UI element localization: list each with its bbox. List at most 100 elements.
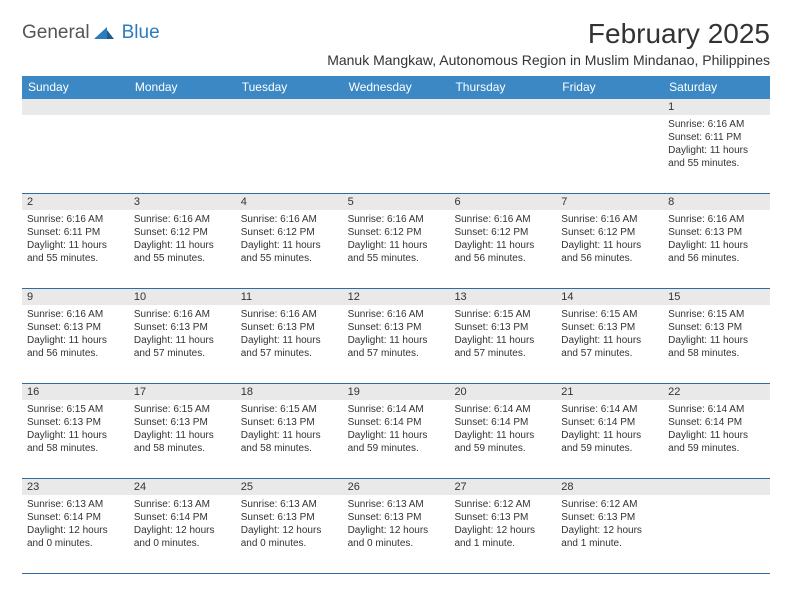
day-number: 21 xyxy=(556,384,663,400)
logo-text-blue: Blue xyxy=(122,22,160,44)
day-cell: Sunrise: 6:16 AMSunset: 6:13 PMDaylight:… xyxy=(236,305,343,383)
day-info-text: Sunrise: 6:16 AMSunset: 6:13 PMDaylight:… xyxy=(241,308,338,360)
day-header-sunday: Sunday xyxy=(22,76,129,99)
day-info-text: Sunrise: 6:15 AMSunset: 6:13 PMDaylight:… xyxy=(241,403,338,455)
day-number xyxy=(343,99,450,115)
day-cell: Sunrise: 6:15 AMSunset: 6:13 PMDaylight:… xyxy=(449,305,556,383)
week-row: Sunrise: 6:13 AMSunset: 6:14 PMDaylight:… xyxy=(22,495,770,574)
day-number: 1 xyxy=(663,99,770,115)
day-number-row: 2345678 xyxy=(22,194,770,210)
day-header-saturday: Saturday xyxy=(663,76,770,99)
day-info-text: Sunrise: 6:16 AMSunset: 6:12 PMDaylight:… xyxy=(348,213,445,265)
day-info-text: Sunrise: 6:16 AMSunset: 6:11 PMDaylight:… xyxy=(27,213,124,265)
day-number: 13 xyxy=(449,289,556,305)
day-cell: Sunrise: 6:16 AMSunset: 6:13 PMDaylight:… xyxy=(22,305,129,383)
day-info-text: Sunrise: 6:13 AMSunset: 6:13 PMDaylight:… xyxy=(348,498,445,550)
day-cell: Sunrise: 6:16 AMSunset: 6:12 PMDaylight:… xyxy=(449,210,556,288)
day-cell xyxy=(236,115,343,193)
day-number: 3 xyxy=(129,194,236,210)
day-info-text: Sunrise: 6:16 AMSunset: 6:12 PMDaylight:… xyxy=(241,213,338,265)
day-cell: Sunrise: 6:15 AMSunset: 6:13 PMDaylight:… xyxy=(22,400,129,478)
day-number: 22 xyxy=(663,384,770,400)
title-block: February 2025 Manuk Mangkaw, Autonomous … xyxy=(327,18,770,68)
day-number: 15 xyxy=(663,289,770,305)
day-number: 16 xyxy=(22,384,129,400)
day-header-thursday: Thursday xyxy=(449,76,556,99)
day-number: 12 xyxy=(343,289,450,305)
day-cell: Sunrise: 6:14 AMSunset: 6:14 PMDaylight:… xyxy=(663,400,770,478)
day-header-monday: Monday xyxy=(129,76,236,99)
day-number-row: 1 xyxy=(22,99,770,115)
day-cell: Sunrise: 6:14 AMSunset: 6:14 PMDaylight:… xyxy=(343,400,450,478)
day-cell: Sunrise: 6:12 AMSunset: 6:13 PMDaylight:… xyxy=(449,495,556,573)
day-number xyxy=(129,99,236,115)
day-number: 6 xyxy=(449,194,556,210)
logo-triangle-icon xyxy=(94,25,114,44)
day-number: 19 xyxy=(343,384,450,400)
day-cell: Sunrise: 6:16 AMSunset: 6:13 PMDaylight:… xyxy=(129,305,236,383)
day-info-text: Sunrise: 6:16 AMSunset: 6:11 PMDaylight:… xyxy=(668,118,765,170)
day-info-text: Sunrise: 6:12 AMSunset: 6:13 PMDaylight:… xyxy=(561,498,658,550)
header: General Blue February 2025 Manuk Mangkaw… xyxy=(22,18,770,68)
week-row: Sunrise: 6:16 AMSunset: 6:11 PMDaylight:… xyxy=(22,115,770,194)
day-cell: Sunrise: 6:16 AMSunset: 6:12 PMDaylight:… xyxy=(343,210,450,288)
day-header-wednesday: Wednesday xyxy=(343,76,450,99)
month-title: February 2025 xyxy=(327,18,770,50)
day-cell: Sunrise: 6:15 AMSunset: 6:13 PMDaylight:… xyxy=(556,305,663,383)
day-info-text: Sunrise: 6:14 AMSunset: 6:14 PMDaylight:… xyxy=(348,403,445,455)
day-number xyxy=(22,99,129,115)
logo: General Blue xyxy=(22,22,160,44)
day-number: 2 xyxy=(22,194,129,210)
day-number xyxy=(236,99,343,115)
day-info-text: Sunrise: 6:16 AMSunset: 6:13 PMDaylight:… xyxy=(134,308,231,360)
day-cell xyxy=(449,115,556,193)
day-number-row: 16171819202122 xyxy=(22,384,770,400)
day-header-friday: Friday xyxy=(556,76,663,99)
day-cell xyxy=(556,115,663,193)
day-number: 9 xyxy=(22,289,129,305)
week-row: Sunrise: 6:16 AMSunset: 6:11 PMDaylight:… xyxy=(22,210,770,289)
week-row: Sunrise: 6:15 AMSunset: 6:13 PMDaylight:… xyxy=(22,400,770,479)
day-cell: Sunrise: 6:12 AMSunset: 6:13 PMDaylight:… xyxy=(556,495,663,573)
day-number: 18 xyxy=(236,384,343,400)
calendar-page: General Blue February 2025 Manuk Mangkaw… xyxy=(0,0,792,574)
calendar-grid: Sunday Monday Tuesday Wednesday Thursday… xyxy=(22,76,770,574)
day-cell: Sunrise: 6:15 AMSunset: 6:13 PMDaylight:… xyxy=(663,305,770,383)
day-number: 10 xyxy=(129,289,236,305)
day-cell xyxy=(129,115,236,193)
day-number: 28 xyxy=(556,479,663,495)
day-cell: Sunrise: 6:14 AMSunset: 6:14 PMDaylight:… xyxy=(449,400,556,478)
day-number-row: 232425262728 xyxy=(22,479,770,495)
day-cell: Sunrise: 6:13 AMSunset: 6:14 PMDaylight:… xyxy=(129,495,236,573)
day-cell xyxy=(22,115,129,193)
day-info-text: Sunrise: 6:15 AMSunset: 6:13 PMDaylight:… xyxy=(561,308,658,360)
day-info-text: Sunrise: 6:16 AMSunset: 6:12 PMDaylight:… xyxy=(561,213,658,265)
day-number: 23 xyxy=(22,479,129,495)
day-number: 7 xyxy=(556,194,663,210)
day-number xyxy=(449,99,556,115)
day-number xyxy=(663,479,770,495)
day-info-text: Sunrise: 6:16 AMSunset: 6:13 PMDaylight:… xyxy=(668,213,765,265)
day-info-text: Sunrise: 6:14 AMSunset: 6:14 PMDaylight:… xyxy=(668,403,765,455)
day-info-text: Sunrise: 6:14 AMSunset: 6:14 PMDaylight:… xyxy=(454,403,551,455)
week-row: Sunrise: 6:16 AMSunset: 6:13 PMDaylight:… xyxy=(22,305,770,384)
day-info-text: Sunrise: 6:16 AMSunset: 6:13 PMDaylight:… xyxy=(27,308,124,360)
day-info-text: Sunrise: 6:13 AMSunset: 6:13 PMDaylight:… xyxy=(241,498,338,550)
day-cell: Sunrise: 6:16 AMSunset: 6:12 PMDaylight:… xyxy=(236,210,343,288)
day-cell: Sunrise: 6:16 AMSunset: 6:13 PMDaylight:… xyxy=(343,305,450,383)
day-header-tuesday: Tuesday xyxy=(236,76,343,99)
day-info-text: Sunrise: 6:15 AMSunset: 6:13 PMDaylight:… xyxy=(27,403,124,455)
day-cell: Sunrise: 6:16 AMSunset: 6:11 PMDaylight:… xyxy=(663,115,770,193)
day-info-text: Sunrise: 6:13 AMSunset: 6:14 PMDaylight:… xyxy=(134,498,231,550)
day-info-text: Sunrise: 6:16 AMSunset: 6:13 PMDaylight:… xyxy=(348,308,445,360)
day-info-text: Sunrise: 6:12 AMSunset: 6:13 PMDaylight:… xyxy=(454,498,551,550)
weeks-container: 1 Sunrise: 6:16 AMSunset: 6:11 PMDaylight… xyxy=(22,99,770,574)
day-info-text: Sunrise: 6:15 AMSunset: 6:13 PMDaylight:… xyxy=(454,308,551,360)
day-cell: Sunrise: 6:13 AMSunset: 6:14 PMDaylight:… xyxy=(22,495,129,573)
day-cell: Sunrise: 6:15 AMSunset: 6:13 PMDaylight:… xyxy=(129,400,236,478)
day-number: 14 xyxy=(556,289,663,305)
day-number: 5 xyxy=(343,194,450,210)
day-number: 26 xyxy=(343,479,450,495)
day-number: 8 xyxy=(663,194,770,210)
day-cell xyxy=(663,495,770,573)
